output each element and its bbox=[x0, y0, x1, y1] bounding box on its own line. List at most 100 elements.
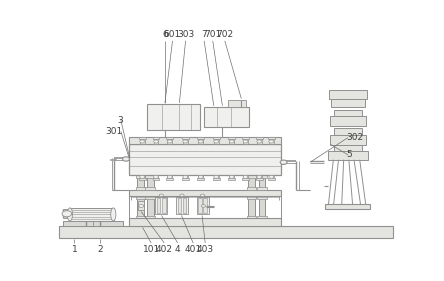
Circle shape bbox=[139, 205, 143, 207]
Bar bbox=[229, 139, 234, 144]
Bar bbox=[204, 107, 249, 127]
Bar bbox=[330, 116, 366, 126]
Text: 1: 1 bbox=[71, 245, 77, 254]
Circle shape bbox=[167, 175, 172, 178]
Bar bbox=[176, 197, 188, 214]
Bar bbox=[136, 196, 146, 199]
Circle shape bbox=[243, 175, 248, 178]
Bar bbox=[63, 221, 123, 226]
Bar bbox=[247, 196, 257, 199]
Circle shape bbox=[202, 205, 206, 207]
Bar bbox=[333, 144, 362, 151]
Bar bbox=[248, 198, 255, 218]
Bar bbox=[243, 139, 248, 144]
Bar bbox=[197, 137, 204, 139]
Bar bbox=[130, 144, 281, 175]
Bar bbox=[136, 175, 146, 178]
Bar bbox=[329, 90, 367, 99]
Text: 301: 301 bbox=[105, 127, 123, 136]
Bar bbox=[137, 176, 144, 189]
Circle shape bbox=[180, 194, 184, 197]
Bar bbox=[329, 151, 368, 160]
Bar bbox=[257, 175, 267, 178]
Bar bbox=[110, 158, 116, 160]
Bar bbox=[137, 198, 144, 218]
Bar bbox=[257, 216, 267, 218]
Bar bbox=[214, 139, 218, 144]
Bar bbox=[228, 137, 235, 139]
Text: 101: 101 bbox=[143, 245, 160, 254]
Bar bbox=[182, 137, 189, 139]
Bar bbox=[145, 175, 155, 178]
Bar bbox=[198, 139, 203, 144]
Bar bbox=[213, 137, 220, 139]
Text: 5: 5 bbox=[346, 150, 352, 159]
Bar bbox=[197, 178, 204, 180]
Bar bbox=[145, 187, 155, 189]
Bar bbox=[330, 135, 366, 144]
Bar bbox=[228, 178, 235, 180]
Bar bbox=[166, 137, 173, 139]
Bar bbox=[167, 139, 172, 144]
Bar bbox=[257, 187, 267, 189]
Text: 701: 701 bbox=[204, 30, 222, 39]
Bar bbox=[257, 139, 262, 144]
Circle shape bbox=[198, 175, 203, 178]
Text: 7: 7 bbox=[201, 30, 207, 39]
Bar bbox=[331, 99, 365, 107]
Circle shape bbox=[167, 140, 172, 143]
Circle shape bbox=[159, 194, 163, 197]
Circle shape bbox=[229, 175, 234, 178]
Circle shape bbox=[243, 140, 248, 143]
Bar bbox=[59, 226, 392, 238]
Bar bbox=[147, 176, 154, 189]
Bar bbox=[136, 216, 146, 218]
Bar bbox=[247, 216, 257, 218]
Bar bbox=[198, 198, 202, 213]
Bar bbox=[162, 198, 166, 213]
Text: 2: 2 bbox=[97, 245, 103, 254]
Circle shape bbox=[154, 175, 159, 178]
Circle shape bbox=[154, 140, 159, 143]
Bar bbox=[154, 175, 159, 179]
Bar bbox=[147, 198, 154, 218]
Text: 302: 302 bbox=[346, 133, 363, 142]
Bar bbox=[257, 196, 267, 199]
Bar bbox=[213, 178, 220, 180]
Bar bbox=[154, 139, 159, 144]
Bar bbox=[167, 175, 172, 179]
Bar bbox=[183, 198, 186, 213]
Bar bbox=[243, 175, 248, 179]
Circle shape bbox=[183, 175, 188, 178]
Bar bbox=[214, 175, 218, 179]
Bar bbox=[257, 175, 262, 179]
Text: 402: 402 bbox=[156, 245, 173, 254]
Circle shape bbox=[214, 175, 218, 178]
Bar bbox=[247, 175, 257, 178]
Circle shape bbox=[62, 211, 71, 217]
Bar bbox=[140, 175, 145, 179]
Ellipse shape bbox=[67, 208, 72, 221]
Bar bbox=[183, 139, 188, 144]
Bar bbox=[269, 175, 274, 179]
Bar bbox=[138, 201, 144, 210]
Bar bbox=[256, 137, 263, 139]
Bar bbox=[229, 175, 234, 179]
Text: 303: 303 bbox=[177, 30, 194, 39]
Bar bbox=[182, 178, 189, 180]
Circle shape bbox=[140, 140, 145, 143]
Bar bbox=[268, 137, 275, 139]
Bar bbox=[140, 139, 145, 144]
Text: 601: 601 bbox=[164, 30, 181, 39]
Text: 4: 4 bbox=[175, 245, 180, 254]
Text: 6: 6 bbox=[162, 30, 168, 39]
Bar bbox=[130, 137, 281, 144]
Bar bbox=[258, 176, 266, 189]
Bar bbox=[136, 187, 146, 189]
Bar bbox=[247, 187, 257, 189]
Bar bbox=[227, 100, 246, 107]
Bar bbox=[155, 197, 167, 214]
Text: 403: 403 bbox=[197, 245, 214, 254]
Circle shape bbox=[257, 175, 262, 178]
Bar bbox=[178, 198, 181, 213]
